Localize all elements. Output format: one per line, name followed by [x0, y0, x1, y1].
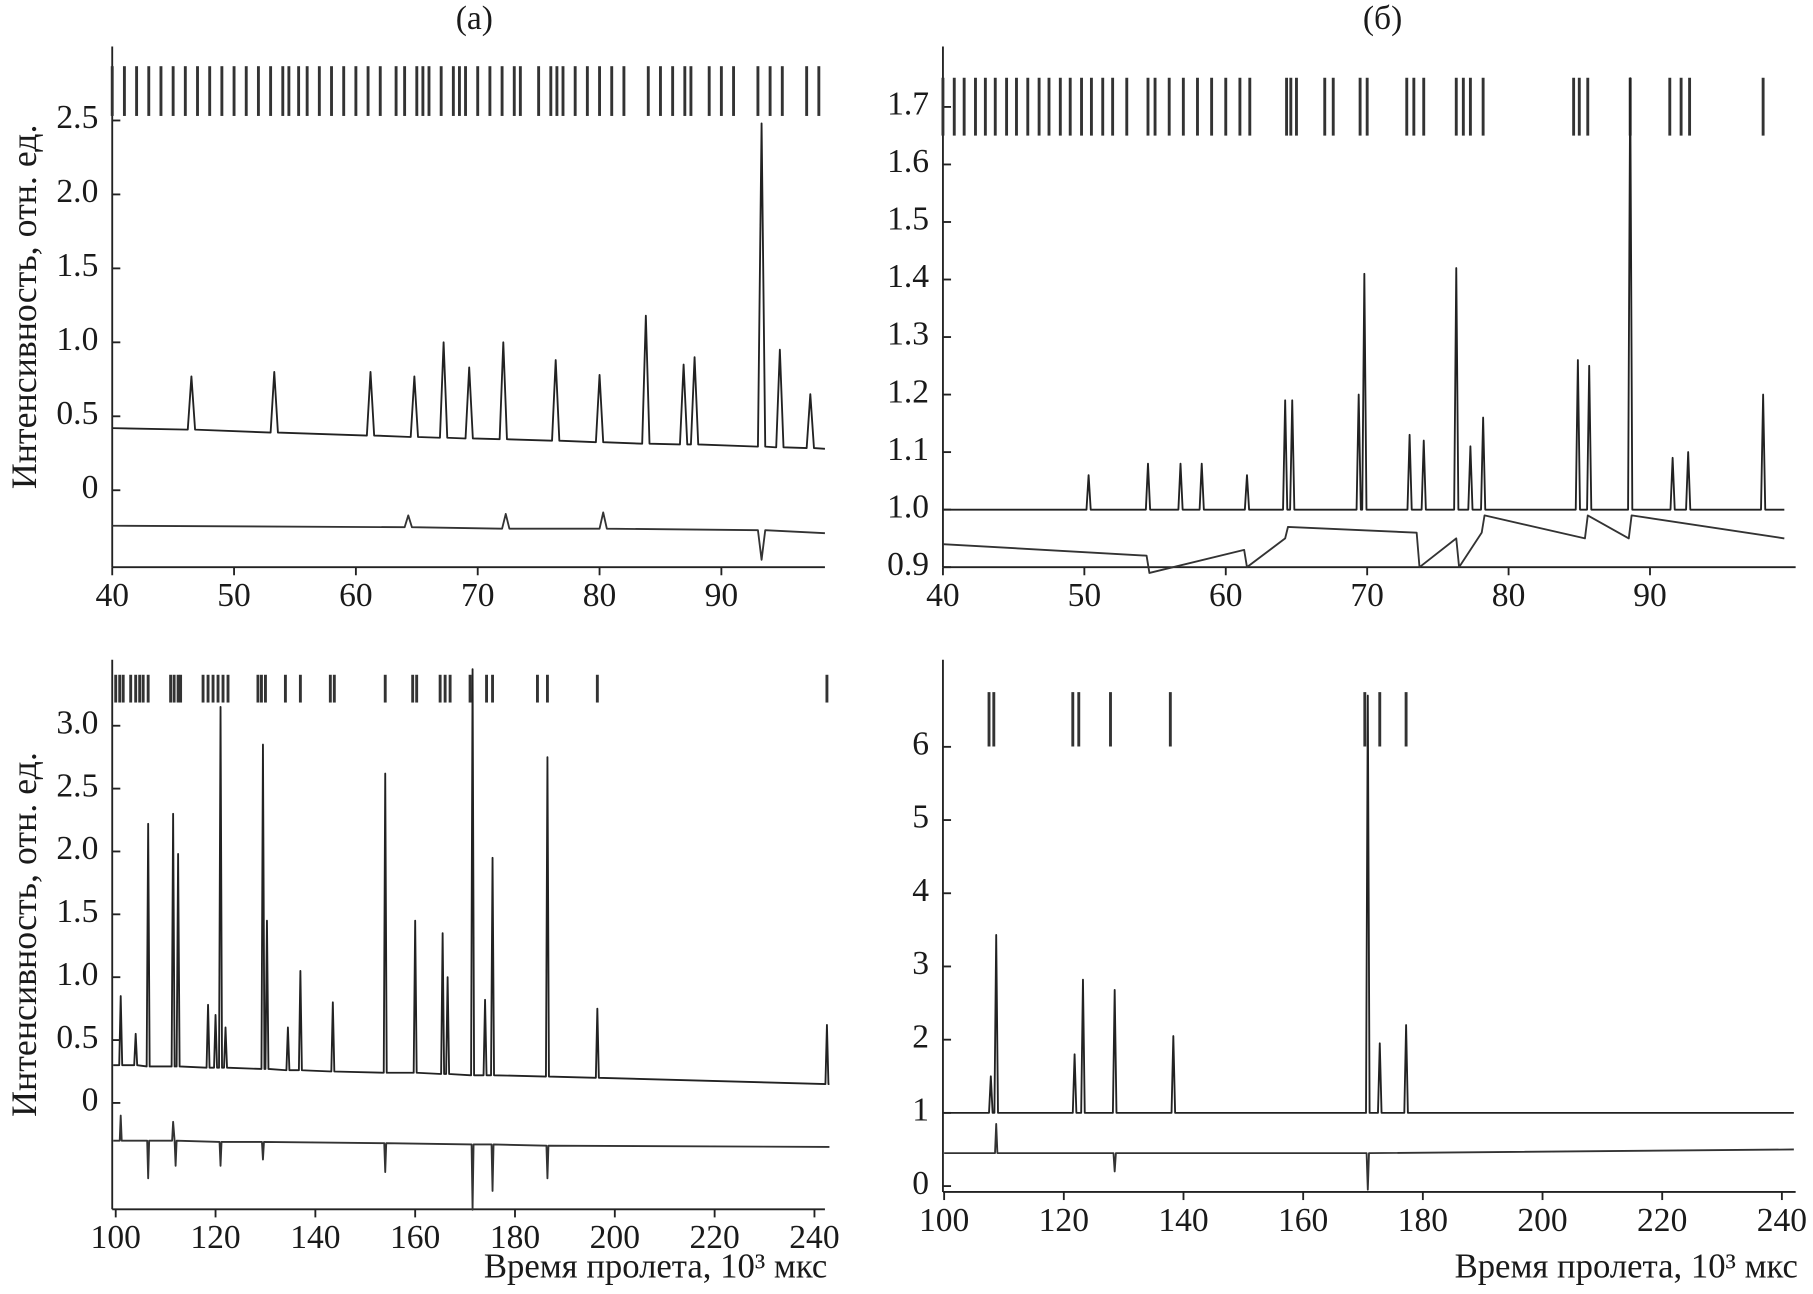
- x-tick-label: 160: [390, 1219, 440, 1256]
- x-tick-label: 200: [1517, 1202, 1567, 1239]
- x-tick-label: 80: [1492, 577, 1526, 614]
- x-axis-label: Время пролета, 10³ мкс: [1455, 1246, 1798, 1285]
- y-tick-label: 1.0: [887, 488, 929, 525]
- panel: (a) Интенсивность, отн. ед. 40 50 60 70 80 90 0 0…: [4, 0, 825, 614]
- y-tick-label: 1.7: [887, 86, 929, 123]
- y-tick-label: 0.9: [887, 546, 929, 583]
- y-tick-label: 1.5: [887, 201, 929, 238]
- y-tick-label: 1: [912, 1092, 929, 1129]
- x-tick-label: 240: [789, 1219, 839, 1256]
- panel: (б) 40 50 60 70 80 90 0.9 1.0 1.1 1.2 1.3 1.4 1.5 1.6 1…: [887, 0, 1796, 614]
- data-line: [944, 1122, 1794, 1191]
- x-tick-label: 200: [590, 1219, 640, 1256]
- x-tick-label: 70: [461, 577, 495, 614]
- y-tick-label: 1.6: [887, 143, 929, 180]
- x-tick-label: 70: [1350, 577, 1384, 614]
- x-tick-label: 140: [290, 1219, 340, 1256]
- x-tick-label: 120: [190, 1219, 240, 1256]
- x-axis-label: Время пролета, 10³ мкс: [484, 1246, 827, 1285]
- y-tick-label: 2: [912, 1018, 929, 1055]
- y-tick-label: 0: [912, 1165, 929, 1202]
- x-tick-label: 220: [689, 1219, 739, 1256]
- x-tick-label: 90: [1633, 577, 1667, 614]
- x-tick-label: 180: [490, 1219, 540, 1256]
- data-line: [113, 668, 830, 1085]
- y-tick-label: 2.0: [56, 830, 98, 867]
- data-line: [112, 122, 825, 450]
- x-tick-label: 50: [217, 577, 251, 614]
- x-tick-label: 180: [1398, 1202, 1448, 1239]
- x-tick-label: 100: [91, 1219, 141, 1256]
- x-tick-label: 50: [1068, 577, 1102, 614]
- panel: Интенсивность, отн. ед. Время пролета, 10…: [4, 659, 840, 1285]
- x-tick-label: 40: [926, 577, 960, 614]
- x-tick-label: 60: [339, 577, 373, 614]
- y-tick-label: 2.5: [56, 99, 98, 136]
- y-tick-label: 0: [82, 1082, 99, 1119]
- y-tick-label: 1.4: [887, 258, 929, 295]
- y-tick-label: 0.5: [56, 1019, 98, 1056]
- x-tick-label: 60: [1209, 577, 1243, 614]
- y-tick-label: 1.3: [887, 316, 929, 353]
- panel-title: (a): [456, 0, 493, 37]
- x-tick-label: 140: [1158, 1202, 1208, 1239]
- data-line: [112, 511, 825, 561]
- panel-title: (б): [1363, 0, 1402, 37]
- x-tick-label: 120: [1039, 1202, 1089, 1239]
- y-tick-label: 4: [912, 872, 929, 909]
- x-tick-label: 90: [705, 577, 739, 614]
- x-tick-label: 240: [1757, 1202, 1807, 1239]
- x-tick-label: 80: [583, 577, 617, 614]
- y-axis-label: Интенсивность, отн. ед.: [4, 752, 44, 1117]
- y-tick-label: 1.0: [56, 956, 98, 993]
- y-tick-label: 0.5: [56, 395, 98, 432]
- y-tick-label: 2.5: [56, 767, 98, 804]
- y-tick-label: 1.5: [56, 247, 98, 284]
- data-line: [944, 694, 1794, 1114]
- y-tick-label: 5: [912, 799, 929, 836]
- y-tick-label: 0: [82, 469, 99, 506]
- data-line: [942, 514, 1785, 574]
- y-tick-label: 1.0: [56, 321, 98, 358]
- y-axis-label: Интенсивность, отн. ед.: [4, 125, 44, 490]
- x-tick-label: 160: [1278, 1202, 1328, 1239]
- y-tick-label: 3.0: [56, 704, 98, 741]
- y-tick-label: 1.5: [56, 893, 98, 930]
- y-tick-label: 1.2: [887, 373, 929, 410]
- data-line: [113, 1114, 830, 1211]
- x-tick-label: 40: [95, 577, 129, 614]
- y-tick-label: 6: [912, 726, 929, 763]
- y-tick-label: 2.0: [56, 173, 98, 210]
- x-tick-label: 100: [919, 1202, 969, 1239]
- y-tick-label: 3: [912, 945, 929, 982]
- y-tick-label: 1.1: [887, 431, 929, 468]
- x-tick-label: 220: [1637, 1202, 1687, 1239]
- data-line: [942, 77, 1785, 511]
